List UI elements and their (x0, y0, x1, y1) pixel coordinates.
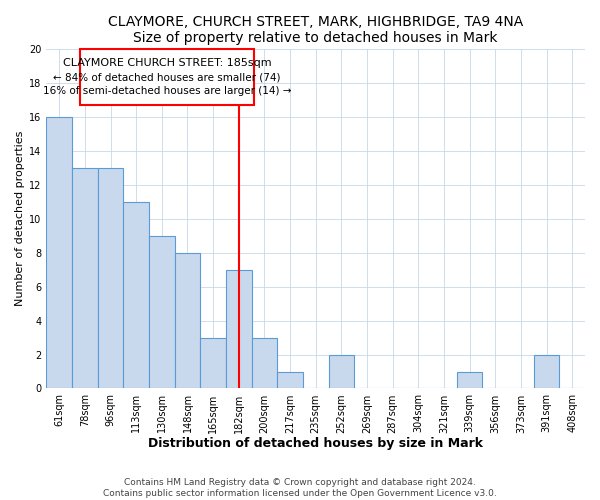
Bar (72, 168, 98, 388)
Bar (124, 202, 149, 388)
Bar (457, 372, 482, 388)
Text: ← 84% of detached houses are smaller (74): ← 84% of detached houses are smaller (74… (53, 72, 281, 82)
Bar (534, 354, 559, 388)
Bar (200, 338, 226, 388)
Bar (329, 354, 354, 388)
X-axis label: Distribution of detached houses by size in Mark: Distribution of detached houses by size … (148, 437, 483, 450)
Text: Contains HM Land Registry data © Crown copyright and database right 2024.
Contai: Contains HM Land Registry data © Crown c… (103, 478, 497, 498)
Bar (251, 338, 277, 388)
Bar (175, 252, 200, 388)
Bar (149, 236, 175, 388)
Text: CLAYMORE CHURCH STREET: 185sqm: CLAYMORE CHURCH STREET: 185sqm (62, 58, 271, 68)
Y-axis label: Number of detached properties: Number of detached properties (15, 131, 25, 306)
Title: CLAYMORE, CHURCH STREET, MARK, HIGHBRIDGE, TA9 4NA
Size of property relative to : CLAYMORE, CHURCH STREET, MARK, HIGHBRIDG… (108, 15, 523, 45)
Bar (277, 372, 303, 388)
Text: 16% of semi-detached houses are larger (14) →: 16% of semi-detached houses are larger (… (43, 86, 291, 97)
Bar (226, 270, 251, 388)
Bar (46, 117, 72, 388)
FancyBboxPatch shape (80, 49, 254, 105)
Bar (98, 168, 124, 388)
